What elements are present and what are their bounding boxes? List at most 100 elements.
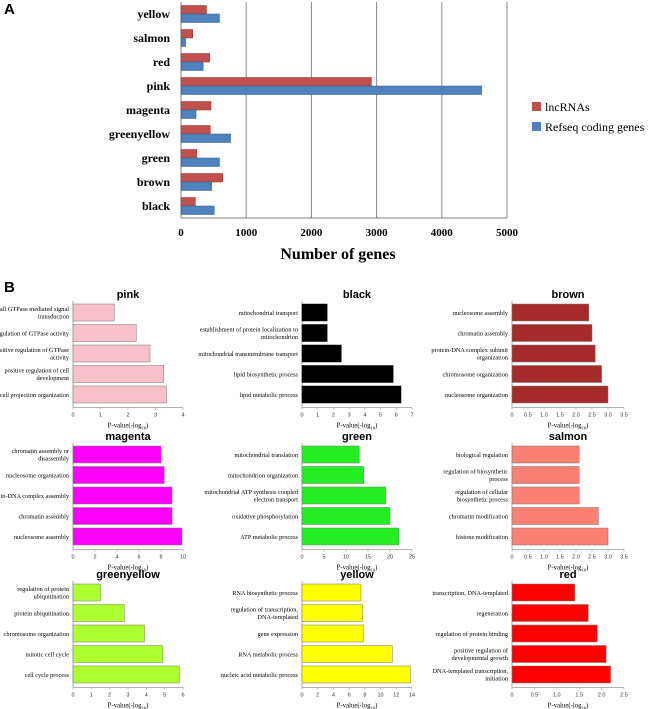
chart-title-magenta: magenta [105,431,151,443]
bar-pink-positive-regulation-of-gtpase-activity [72,344,151,363]
category-label: lipid metabolic process [240,392,299,399]
category-label-line: regulation of protein [17,586,70,593]
panel-a-bar-refseq-brown [180,181,212,191]
category-label-line: chromatin assembly [457,330,508,337]
chart-x-tick-label: 3.0 [604,555,612,561]
chart-x-tick-label: 1.5 [556,413,564,419]
chart-x-tick-label: 8 [363,693,366,699]
axis-label-subscript: 10 [582,425,587,430]
category-label: positive regulation of developmental grow… [452,648,509,662]
chart-x-axis-label: P-value(-log10) [108,565,149,573]
category-label-line: regulation of biosynthetic [443,469,508,476]
category-label: positive regulation of GTPase activity [0,347,70,361]
chart-x-tick-label: 15 [365,555,371,561]
chart-title-pink: pink [117,289,140,301]
chart-x-tick-label: 0.5 [524,555,532,561]
category-label: establishment of protein localization to… [200,327,299,341]
chart-x-tick-label: 0 [71,693,74,699]
axis-label-subscript: 10 [371,567,376,572]
panel-a-bar-lncrnas-red [180,53,210,63]
category-label-line: oxidative phosphorylation [232,513,299,520]
category-label-line: chromatin modification [449,513,509,520]
category-label: chromatin modification [449,513,509,520]
category-label-line: regulation of transcription, [231,607,299,614]
chart-x-tick-label: 2 [332,413,335,419]
category-label-line: regeneration [477,610,509,617]
panel-a-bar-lncrnas-pink [180,77,372,87]
category-label-line: mitochondrion organization [228,472,299,479]
chart-x-tick-label: 2.5 [620,693,628,699]
category-label-line: mitochondrial transmembrane transport [198,351,298,358]
category-label-line: positive regulation of cell [4,368,69,375]
bar-green-atp-metabolic-process [301,527,400,546]
axis-label-suffix: ) [146,423,148,430]
chart-x-tick-label: 1.5 [575,693,583,699]
chart-x-tick-label: 4 [363,413,366,419]
panel-a-category-label: salmon [133,31,170,45]
bar-green-mitochondrial-atp-synthesis-coupled-electron-transport [301,486,386,505]
axis-label-suffix: ) [375,423,377,430]
panel-a-x-tick-label: 5000 [496,227,519,239]
bar-yellow-gene-expression [301,624,364,643]
chart-x-tick-label: 7 [410,413,413,419]
axis-label-prefix: P-value(-log [108,703,143,709]
panel-a-bar-refseq-pink [180,85,482,95]
panel-a-bar-refseq-red [180,61,204,71]
category-label-line: transcription, DNA-templated [432,590,508,597]
category-label-line: chromosome organization [443,371,509,378]
category-label: nucleosome assembly [453,310,509,317]
chart-x-axis-label: P-value(-log10) [337,565,378,573]
chart-x-tick-label: 0.5 [524,413,532,419]
bar-black-mitochondrial-transport [301,303,328,322]
category-label-line: protein-DNA complex subunit [431,347,508,354]
panel-b-chart-brown: brown 0 0.5 1.0 1.5 2.0 2.5 3.0 3.5 nucleosome as… [431,289,627,430]
chart-x-tick-label: 2 [108,693,111,699]
bar-black-lipid-biosynthetic-process [301,365,394,383]
axis-label-subscript: 10 [371,705,376,709]
chart-x-tick-label: 0.5 [531,693,539,699]
bar-brown-protein-dna-complex-subunit-organization [511,344,596,363]
chart-x-tick-label: 1.0 [553,693,561,699]
chart-x-tick-label: 5 [379,413,382,419]
chart-x-tick-label: 6 [137,555,140,561]
category-label: positive regulation of cell development [4,368,69,382]
panel-a-x-tick-label: 3000 [366,227,389,239]
axis-label-prefix: P-value(-log [548,703,583,709]
chart-x-tick-label: 2 [316,693,319,699]
category-label-line: development [36,375,69,382]
chart-x-tick-label: 3.0 [604,413,612,419]
bar-green-oxidative-phosphorylation [301,507,391,525]
bar-brown-chromatin-assembly [511,324,593,342]
panel-a-category-label: black [142,199,170,213]
axis-label-suffix: ) [586,703,588,709]
chart-x-tick-label: 6 [348,693,351,699]
panel-a-bar-lncrnas-magenta [180,101,212,111]
category-label-line: mitochondrial transport [239,310,299,317]
panel-a-bar-refseq-yellow [180,13,220,23]
chart-x-tick-label: 0 [300,413,303,419]
bar-yellow-regulation-of-transcription-dna-templated [301,604,363,622]
chart-x-axis-label: P-value(-log10) [108,423,149,431]
bar-pink-positive-regulation-of-cell-development [72,365,164,383]
bar-salmon-chromatin-modification [511,507,599,525]
panel-b-chart-pink: pink 0 1 2 3 4 small GTPase mediated signal tra… [0,289,185,430]
category-label-line: chromatin assembly [18,513,69,520]
chart-x-tick-label: 2.0 [572,413,580,419]
chart-x-tick-label: 2.5 [588,413,596,419]
category-label: protein ubiquitination [14,610,70,617]
panel-a-bar-lncrnas-green [180,149,197,159]
bar-brown-nucleosome-assembly [511,303,590,322]
panel-a-bar-refseq-greenyellow [180,133,231,143]
chart-title-greenyellow: greenyellow [96,569,160,581]
chart-title-red: red [559,569,576,581]
category-label: chromosome organization [4,631,70,638]
panel-a-bar-lncrnas-salmon [180,29,193,39]
chart-x-axis-label: P-value(-log10) [548,565,589,573]
legend-label-refseq: Refseq coding genes [545,120,645,134]
category-label: transcription, DNA-templated [432,590,508,597]
bar-greenyellow-chromosome-organization [72,624,145,643]
category-label-line: chromosome organization [4,631,70,638]
category-label: RNA biosynthetic process [232,590,298,597]
bar-pink-small-gtpase-mediated-signal-transduction [72,303,115,322]
panel-a-gene-count-chart: 0 1000 2000 3000 4000 5000 yellow salmon red pink… [109,2,645,263]
